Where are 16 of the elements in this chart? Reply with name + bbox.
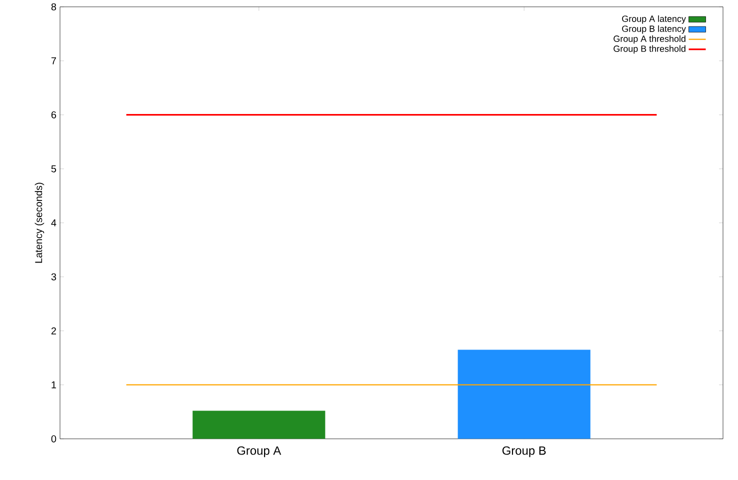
y-tick-label: 2	[51, 327, 56, 334]
legend-label: Group B latency	[622, 25, 686, 34]
y-tick-label: 5	[51, 165, 56, 172]
y-tick-label: 3	[51, 273, 56, 280]
x-tick-label: Group B	[502, 446, 546, 458]
y-tick-label: 8	[51, 3, 56, 10]
y-tick-label: 4	[51, 219, 56, 226]
legend-label: Group B threshold	[614, 45, 686, 54]
y-tick-label: 6	[51, 111, 56, 118]
x-tick-label: Group A	[237, 446, 282, 458]
y-tick-label: 7	[51, 57, 56, 64]
y-tick-label: 0	[51, 435, 56, 442]
legend-label: Group A latency	[622, 15, 686, 24]
y-tick-label: 1	[52, 381, 56, 388]
y-axis-title: Latency (seconds)	[34, 182, 44, 263]
legend-label: Group A threshold	[614, 35, 686, 44]
